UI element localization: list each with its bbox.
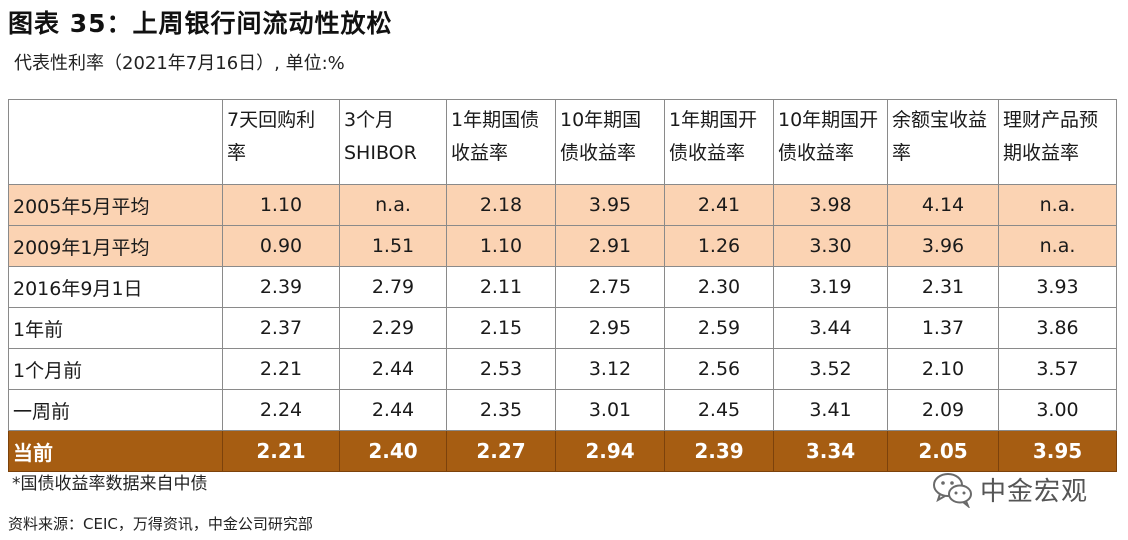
table-cell: 2.40 bbox=[339, 430, 447, 472]
figure-title: 图表 35：上周银行间流动性放松 bbox=[8, 9, 393, 38]
footnote: *国债收益率数据来自中债 bbox=[12, 474, 208, 494]
table-cell: 1.10 bbox=[446, 225, 556, 267]
table-cell: 2.35 bbox=[446, 389, 556, 431]
table-cell: n.a. bbox=[998, 225, 1117, 267]
row-label: 1年前 bbox=[8, 307, 223, 349]
table-cell: 3.52 bbox=[773, 348, 888, 390]
table-cell: n.a. bbox=[339, 184, 447, 226]
table-row: 2016年9月1日 2.39 2.79 2.11 2.75 2.30 3.19 … bbox=[8, 266, 1117, 308]
table-cell: 3.19 bbox=[773, 266, 888, 308]
table-cell: 3.57 bbox=[998, 348, 1117, 390]
table-cell: 2.44 bbox=[339, 348, 447, 390]
table-cell: 1.26 bbox=[664, 225, 774, 267]
table-cell: 2.30 bbox=[664, 266, 774, 308]
table-cell: 1.51 bbox=[339, 225, 447, 267]
table-cell: 4.14 bbox=[887, 184, 999, 226]
watermark-text: 中金宏观 bbox=[980, 476, 1089, 507]
table-cell: 2.56 bbox=[664, 348, 774, 390]
table-row-current: 当前 2.21 2.40 2.27 2.94 2.39 3.34 2.05 3.… bbox=[8, 430, 1117, 472]
table-cell: 2.39 bbox=[664, 430, 774, 472]
table-cell: 2.09 bbox=[887, 389, 999, 431]
row-label: 当前 bbox=[8, 430, 223, 472]
table-cell: 2.31 bbox=[887, 266, 999, 308]
table-cell: 2.10 bbox=[887, 348, 999, 390]
table-cell: 3.30 bbox=[773, 225, 888, 267]
table-row: 一周前 2.24 2.44 2.35 3.01 2.45 3.41 2.09 3… bbox=[8, 389, 1117, 431]
row-label: 一周前 bbox=[8, 389, 223, 431]
table-row: 1年前 2.37 2.29 2.15 2.95 2.59 3.44 1.37 3… bbox=[8, 307, 1117, 349]
header-cell: 理财产品预期收益率 bbox=[998, 99, 1117, 185]
table-cell: 2.75 bbox=[555, 266, 665, 308]
header-cell: 7天回购利率 bbox=[222, 99, 340, 185]
table-cell: 2.44 bbox=[339, 389, 447, 431]
table-cell: 3.00 bbox=[998, 389, 1117, 431]
table-cell: 2.41 bbox=[664, 184, 774, 226]
table-row: 1个月前 2.21 2.44 2.53 3.12 2.56 3.52 2.10 … bbox=[8, 348, 1117, 390]
table-cell: 3.12 bbox=[555, 348, 665, 390]
table-cell: 2.11 bbox=[446, 266, 556, 308]
source-note: 资料来源：CEIC，万得资讯，中金公司研究部 bbox=[8, 515, 313, 533]
table-cell: 3.34 bbox=[773, 430, 888, 472]
table-cell: 3.41 bbox=[773, 389, 888, 431]
table-cell: 3.44 bbox=[773, 307, 888, 349]
table-cell: 3.95 bbox=[555, 184, 665, 226]
figure-subtitle: 代表性利率（2021年7月16日）, 单位:% bbox=[14, 53, 345, 74]
table-cell: 3.98 bbox=[773, 184, 888, 226]
table-cell: 2.53 bbox=[446, 348, 556, 390]
header-cell: 10年期国债收益率 bbox=[555, 99, 665, 185]
table-cell: 3.86 bbox=[998, 307, 1117, 349]
rates-table: 7天回购利率 3个月SHIBOR 1年期国债收益率 10年期国债收益率 1年期国… bbox=[8, 99, 1117, 472]
table-cell: 1.10 bbox=[222, 184, 340, 226]
watermark: 中金宏观 bbox=[932, 470, 1088, 508]
row-label: 2005年5月平均 bbox=[8, 184, 223, 226]
header-cell: 10年期国开债收益率 bbox=[773, 99, 888, 185]
header-cell: 1年期国开债收益率 bbox=[664, 99, 774, 185]
row-label: 1个月前 bbox=[8, 348, 223, 390]
table-cell: 2.15 bbox=[446, 307, 556, 349]
row-label: 2009年1月平均 bbox=[8, 225, 223, 267]
table-row: 2005年5月平均 1.10 n.a. 2.18 3.95 2.41 3.98 … bbox=[8, 184, 1117, 226]
table-cell: 0.90 bbox=[222, 225, 340, 267]
table-cell: 2.24 bbox=[222, 389, 340, 431]
table-cell: 2.59 bbox=[664, 307, 774, 349]
table-cell: 2.45 bbox=[664, 389, 774, 431]
table-cell: 2.39 bbox=[222, 266, 340, 308]
table-cell: 3.93 bbox=[998, 266, 1117, 308]
table-cell: 2.29 bbox=[339, 307, 447, 349]
table-cell: 2.05 bbox=[887, 430, 999, 472]
table-cell: 2.37 bbox=[222, 307, 340, 349]
wechat-icon bbox=[933, 473, 972, 508]
header-cell bbox=[8, 99, 223, 185]
table-cell: 3.95 bbox=[998, 430, 1117, 472]
header-cell: 余额宝收益率 bbox=[887, 99, 999, 185]
table-cell: 3.01 bbox=[555, 389, 665, 431]
table-cell: 2.18 bbox=[446, 184, 556, 226]
table-cell: 3.96 bbox=[887, 225, 999, 267]
row-label: 2016年9月1日 bbox=[8, 266, 223, 308]
table-cell: 1.37 bbox=[887, 307, 999, 349]
table-row: 2009年1月平均 0.90 1.51 1.10 2.91 1.26 3.30 … bbox=[8, 225, 1117, 267]
table-cell: n.a. bbox=[998, 184, 1117, 226]
table-cell: 2.21 bbox=[222, 430, 340, 472]
header-row: 7天回购利率 3个月SHIBOR 1年期国债收益率 10年期国债收益率 1年期国… bbox=[8, 99, 1117, 185]
header-cell: 3个月SHIBOR bbox=[339, 99, 447, 185]
table-cell: 2.91 bbox=[555, 225, 665, 267]
table-cell: 2.27 bbox=[446, 430, 556, 472]
header-cell: 1年期国债收益率 bbox=[446, 99, 556, 185]
table-cell: 2.21 bbox=[222, 348, 340, 390]
table-cell: 2.79 bbox=[339, 266, 447, 308]
table-cell: 2.94 bbox=[555, 430, 665, 472]
table-cell: 2.95 bbox=[555, 307, 665, 349]
